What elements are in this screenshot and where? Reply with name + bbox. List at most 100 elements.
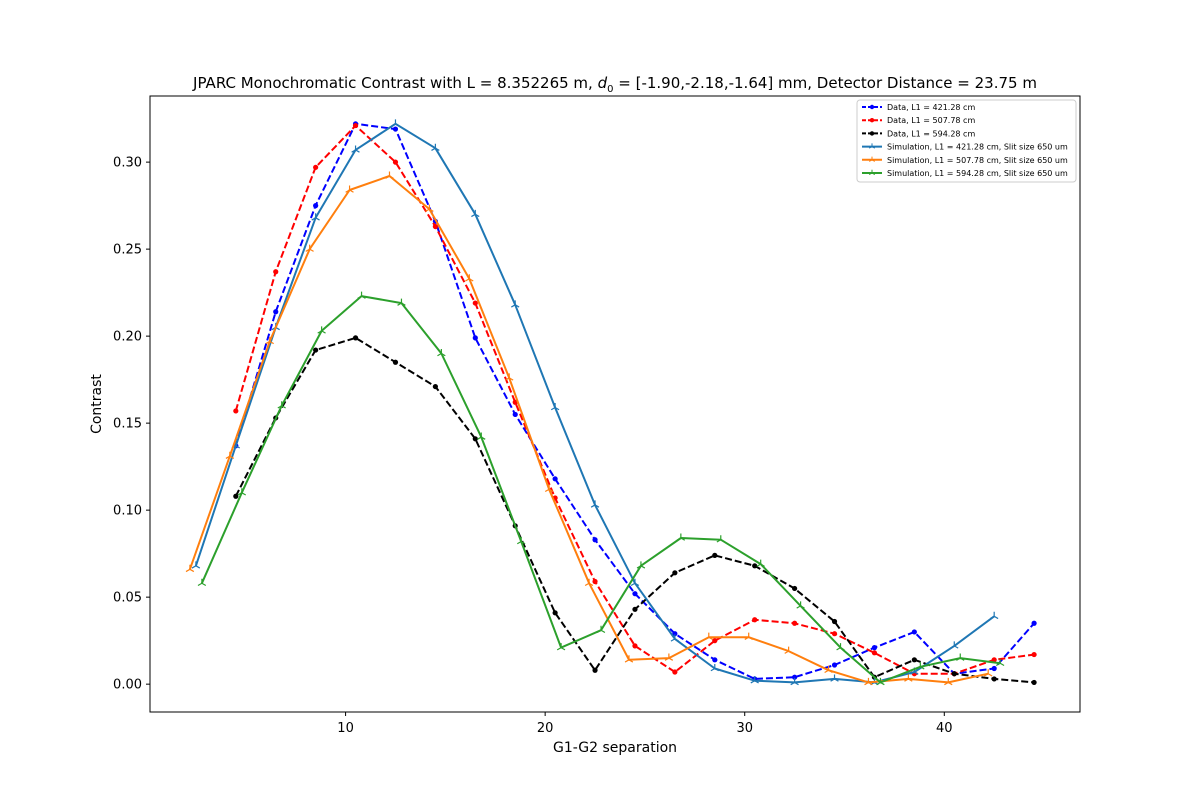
data-point xyxy=(672,570,678,576)
data-point xyxy=(911,657,917,663)
data-point xyxy=(305,244,314,252)
data-point xyxy=(590,500,600,508)
data-point xyxy=(552,476,558,482)
data-point xyxy=(670,634,680,642)
data-point xyxy=(233,493,239,499)
data-point xyxy=(991,665,997,672)
data-point xyxy=(744,632,753,640)
data-point xyxy=(313,203,319,209)
legend-marker xyxy=(869,131,875,136)
series-line xyxy=(188,175,989,684)
data-point xyxy=(311,213,320,221)
legend-label: Data, L1 = 507.78 cm xyxy=(887,116,975,125)
data-point xyxy=(556,643,566,651)
legend-label: Simulation, L1 = 507.78 cm, Slit size 65… xyxy=(887,156,1068,165)
data-point xyxy=(550,402,560,411)
data-point xyxy=(864,677,873,686)
data-point xyxy=(796,601,805,609)
legend-marker xyxy=(869,118,875,123)
series-line xyxy=(234,124,1035,675)
legend-marker xyxy=(868,143,876,149)
data-point xyxy=(432,223,438,230)
x-tick-label: 20 xyxy=(537,721,554,736)
data-point xyxy=(632,606,638,612)
data-point xyxy=(624,655,634,663)
data-point xyxy=(392,359,399,365)
chart-title-math: d xyxy=(598,74,608,92)
data-point xyxy=(989,611,999,620)
series-5 xyxy=(185,171,993,686)
x-axis-label: G1-G2 separation xyxy=(553,740,677,756)
legend-item: Simulation, L1 = 507.78 cm, Slit size 65… xyxy=(862,156,1068,165)
data-point xyxy=(831,662,838,668)
series-1 xyxy=(233,121,1037,682)
series-6 xyxy=(197,291,1005,686)
data-point xyxy=(750,676,759,684)
data-point xyxy=(425,204,434,212)
data-point xyxy=(704,632,714,640)
legend-label: Simulation, L1 = 594.28 cm, Slit size 65… xyxy=(887,169,1068,178)
data-point xyxy=(345,185,354,193)
series-line xyxy=(200,295,1001,684)
data-point xyxy=(752,563,758,569)
plot-frame xyxy=(149,95,1081,713)
series-4 xyxy=(191,119,999,686)
data-point xyxy=(664,653,674,661)
data-point xyxy=(871,645,878,651)
x-tick-label: 10 xyxy=(337,721,354,736)
data-point xyxy=(672,669,678,675)
legend-marker xyxy=(868,169,876,176)
data-point xyxy=(432,383,438,390)
data-point xyxy=(831,631,838,637)
data-point xyxy=(784,646,793,654)
data-point xyxy=(950,641,959,649)
y-tick-label: 0.10 xyxy=(113,504,142,519)
data-point xyxy=(876,677,885,686)
data-point xyxy=(995,658,1005,667)
legend-item: Simulation, L1 = 594.28 cm, Slit size 65… xyxy=(862,169,1068,178)
data-point xyxy=(792,674,798,680)
data-point xyxy=(710,663,719,672)
data-point xyxy=(437,349,446,357)
data-point xyxy=(352,122,359,129)
data-point xyxy=(716,535,725,543)
x-tick-label: 30 xyxy=(736,721,753,736)
x-axis: 10 20 30 40 xyxy=(337,712,953,736)
legend-item: Data, L1 = 507.78 cm xyxy=(862,116,975,125)
data-point xyxy=(225,451,235,459)
data-point xyxy=(313,347,319,353)
data-point xyxy=(712,657,718,663)
data-point xyxy=(273,269,279,275)
data-point xyxy=(265,336,274,345)
data-point xyxy=(391,119,400,127)
data-point xyxy=(273,309,279,315)
data-point xyxy=(831,618,838,625)
data-point xyxy=(904,674,913,682)
data-point xyxy=(712,552,718,558)
data-point xyxy=(552,610,558,616)
data-point xyxy=(477,432,486,440)
data-point xyxy=(1031,620,1037,626)
data-point xyxy=(911,629,917,635)
data-point xyxy=(916,662,925,670)
data-point xyxy=(756,559,765,567)
data-point xyxy=(472,300,478,306)
data-point xyxy=(197,578,207,587)
data-point xyxy=(471,209,480,218)
y-tick-label: 0.25 xyxy=(113,243,142,258)
data-point xyxy=(592,578,598,585)
data-point xyxy=(596,625,606,633)
data-point xyxy=(357,291,366,299)
data-point xyxy=(185,564,195,573)
x-tick-label: 40 xyxy=(936,721,953,736)
series-2 xyxy=(233,122,1037,677)
data-point xyxy=(991,657,997,663)
data-point xyxy=(792,585,798,592)
data-point xyxy=(392,126,399,132)
data-point xyxy=(237,488,247,496)
legend-item: Data, L1 = 421.28 cm xyxy=(862,103,975,112)
data-point xyxy=(544,484,554,493)
data-point xyxy=(385,171,394,179)
data-point xyxy=(636,561,646,569)
chart-title: JPARC Monochromatic Contrast with L = 8.… xyxy=(192,74,1037,95)
